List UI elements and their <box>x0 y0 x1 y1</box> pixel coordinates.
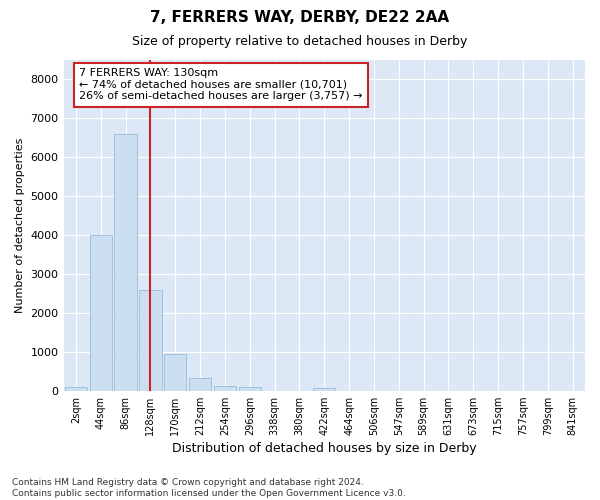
Bar <box>115 134 137 390</box>
Bar <box>139 290 161 390</box>
Bar <box>189 378 211 390</box>
Bar <box>313 388 335 390</box>
Bar <box>164 354 187 391</box>
X-axis label: Distribution of detached houses by size in Derby: Distribution of detached houses by size … <box>172 442 476 455</box>
Text: Size of property relative to detached houses in Derby: Size of property relative to detached ho… <box>133 35 467 48</box>
Text: Contains HM Land Registry data © Crown copyright and database right 2024.
Contai: Contains HM Land Registry data © Crown c… <box>12 478 406 498</box>
Bar <box>239 387 261 390</box>
Bar <box>65 387 87 390</box>
Text: 7, FERRERS WAY, DERBY, DE22 2AA: 7, FERRERS WAY, DERBY, DE22 2AA <box>151 10 449 25</box>
Bar <box>89 235 112 390</box>
Text: 7 FERRERS WAY: 130sqm
← 74% of detached houses are smaller (10,701)
26% of semi-: 7 FERRERS WAY: 130sqm ← 74% of detached … <box>79 68 362 102</box>
Y-axis label: Number of detached properties: Number of detached properties <box>15 138 25 313</box>
Bar <box>214 386 236 390</box>
